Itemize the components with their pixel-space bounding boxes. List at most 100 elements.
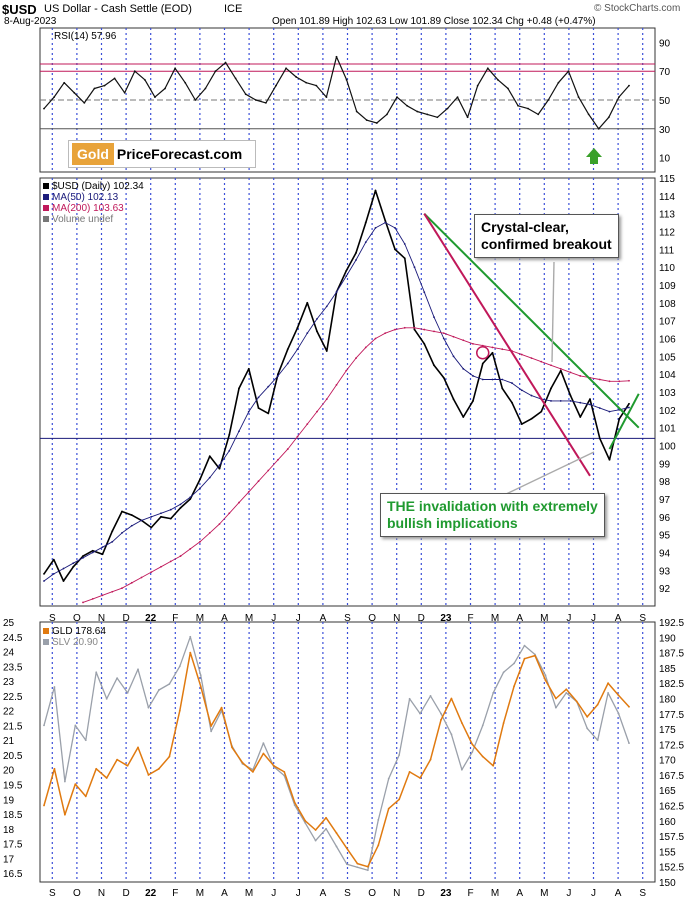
usd-y-tick-label: 106 [659, 335, 676, 346]
usd-point-0 [569, 394, 572, 397]
usd-point-2 [462, 339, 465, 342]
gld-point [502, 722, 505, 724]
gld-point [178, 709, 181, 712]
usd-point-0 [589, 398, 591, 401]
gld-y-tick-label: 187.5 [659, 649, 684, 660]
usd-point-2 [91, 597, 94, 600]
usd-point-0 [442, 376, 445, 379]
x-tick-label-usd: O [73, 613, 81, 624]
usd-point-2 [442, 332, 445, 335]
slv-y-tick-label: 19.5 [3, 781, 23, 792]
usd-point-0 [364, 221, 367, 224]
rsi-point [164, 87, 166, 90]
slv-y-tick-label: 20 [3, 766, 15, 777]
slv-point [147, 706, 150, 709]
usd-point-0 [52, 558, 55, 561]
usd-point-0 [462, 416, 465, 418]
gld-point [481, 755, 484, 758]
x-tick-label-metals: S [49, 888, 56, 899]
slv-y-tick-label: 21.5 [3, 721, 23, 732]
x-tick-label-usd: 22 [145, 613, 157, 624]
slv-point [346, 863, 348, 866]
usd-legend-entry: Volume undef [52, 214, 113, 225]
slv-point [137, 668, 139, 671]
rsi-point [557, 81, 560, 84]
gld-y-tick-label: 150 [659, 878, 676, 889]
gld-point [523, 657, 526, 660]
slv-y-tick-label: 19 [3, 795, 15, 806]
usd-point-2 [452, 335, 455, 338]
slv-point [460, 768, 463, 771]
usd-point-1 [589, 403, 591, 406]
usd-point-0 [355, 252, 357, 254]
usd-point-1 [481, 378, 484, 381]
usd-point-1 [160, 512, 162, 515]
usd-point-2 [433, 330, 435, 333]
gld-y-tick-label: 152.5 [659, 863, 684, 874]
slv-y-tick-label: 16.5 [3, 869, 23, 880]
usd-point-1 [511, 382, 513, 384]
usd-point-1 [238, 430, 240, 433]
usd-point-1 [208, 476, 211, 479]
gld-point [513, 685, 515, 688]
usd-point-1 [423, 291, 426, 294]
gld-y-tick-label: 172.5 [659, 740, 684, 751]
x-tick-label-usd: J [271, 613, 276, 624]
usd-point-1 [101, 546, 104, 549]
x-tick-label-metals: J [591, 888, 596, 899]
usd-point-1 [355, 259, 357, 261]
usd-point-0 [472, 400, 474, 402]
x-tick-label-usd: A [516, 613, 523, 624]
usd-point-1 [520, 389, 523, 392]
gld-point [440, 718, 442, 721]
usd-point-1 [189, 496, 192, 499]
slv-point [544, 674, 547, 677]
slv-point [314, 839, 317, 842]
slv-y-tick-label: 18.5 [3, 810, 23, 821]
gld-point [366, 865, 369, 868]
x-tick-label-metals: O [73, 888, 81, 899]
rsi-point [365, 119, 368, 122]
usd-point-1 [111, 540, 114, 543]
x-tick-label-metals: M [245, 888, 253, 899]
gld-point [126, 764, 129, 767]
gld-point [492, 764, 495, 767]
usd-point-2 [394, 328, 396, 331]
usd-point-1 [267, 385, 270, 388]
gld-point [460, 722, 463, 724]
green-up-arrow-stem [590, 156, 598, 164]
rsi-point [285, 67, 287, 70]
usd-point-1 [306, 332, 309, 335]
usd-point-1 [325, 305, 328, 308]
usd-point-2 [316, 410, 318, 413]
gld-point [450, 697, 453, 700]
x-tick-label-usd: S [49, 613, 56, 624]
slv-point [628, 742, 630, 745]
usd-point-1 [228, 449, 231, 452]
usd-point-0 [296, 326, 299, 329]
usd-legend-entry: $USD (Daily) 102.34 [52, 181, 144, 192]
rsi-point [547, 99, 550, 101]
usd-y-tick-label: 107 [659, 317, 676, 328]
usd-point-0 [199, 478, 201, 481]
rsi-point [426, 113, 429, 116]
rsi-point [224, 61, 227, 64]
slv-y-tick-label: 22.5 [3, 692, 23, 703]
metals-legend-swatch [43, 628, 49, 634]
rsi-point [254, 99, 257, 101]
logo-domain-text: PriceForecast.com [116, 146, 243, 162]
usd-legend-entry: MA(200) 103.63 [52, 203, 124, 214]
gld-y-tick-label: 177.5 [659, 710, 684, 721]
rsi-point [476, 84, 479, 87]
rsi-point [375, 122, 378, 124]
usd-point-2 [82, 601, 84, 604]
slv-point [492, 692, 495, 694]
x-tick-label-metals: J [566, 888, 571, 899]
usd-point-0 [413, 328, 416, 331]
x-tick-label-usd: M [540, 613, 548, 624]
usd-y-tick-label: 98 [659, 477, 671, 488]
usd-point-2 [608, 380, 611, 383]
gld-y-tick-label: 167.5 [659, 771, 684, 782]
slv-point [210, 730, 213, 733]
